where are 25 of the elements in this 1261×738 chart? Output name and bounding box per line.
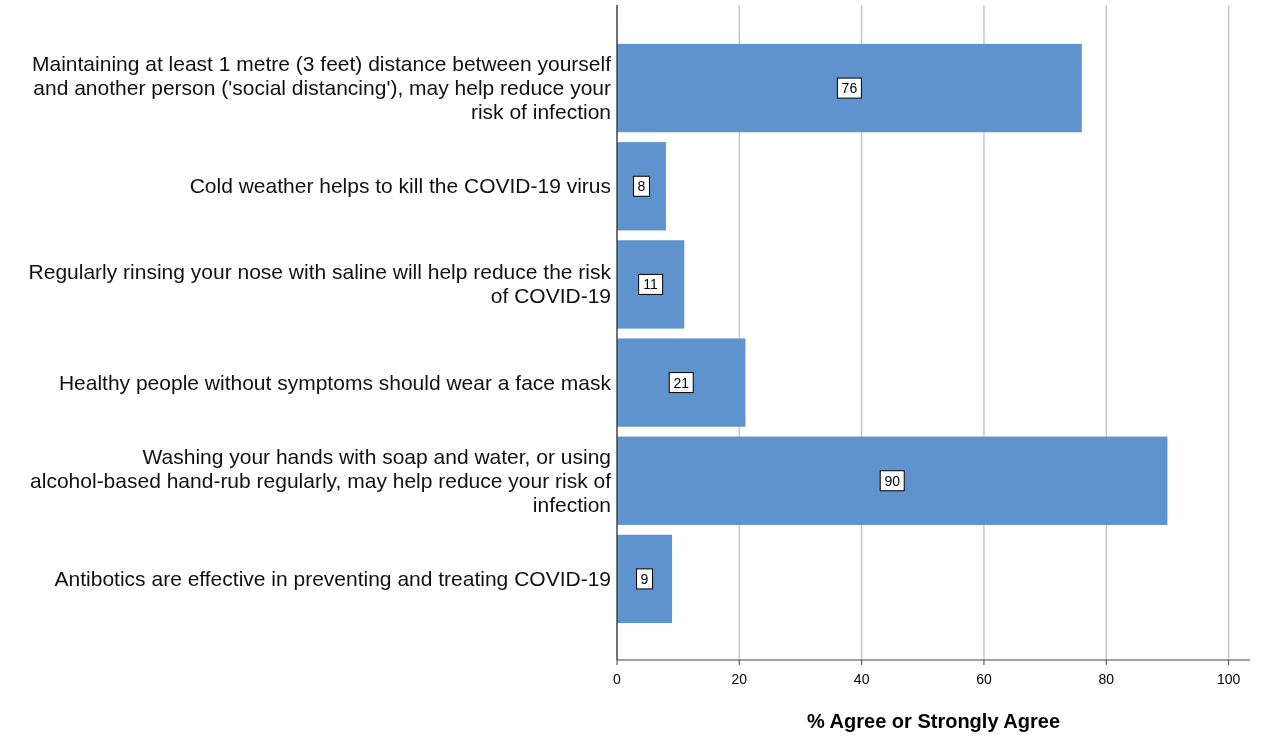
data-label: 11	[643, 276, 659, 293]
y-tick-label: Antibotics are effective in preventing and treating COVID-19	[54, 566, 611, 590]
bar	[617, 534, 673, 624]
bar	[617, 436, 1168, 525]
bar	[617, 43, 1082, 133]
data-label: 21	[673, 374, 690, 391]
bar	[617, 142, 666, 231]
y-tick-label: Cold weather helps to kill the COVID-19 virus	[189, 174, 611, 198]
y-tick-label: Maintaining at least 1 metre (3 feet) distance between yourself and another person ('social distancing'), may help reduce your risk of infection	[32, 52, 612, 124]
x-tick-label: 80	[1098, 671, 1115, 687]
y-tick-label: Regularly rinsing your nose with saline will help reduce the risk of COVID-19	[28, 260, 612, 308]
bar	[617, 240, 685, 329]
y-tick-label: Washing your hands with soap and water, or using alcohol-based hand-rub regularly, may help reduce your risk of infection	[30, 444, 612, 516]
x-tick-label: 100	[1216, 671, 1241, 687]
data-label: 8	[637, 178, 646, 195]
bar	[617, 338, 746, 427]
x-tick-label: 0	[613, 671, 622, 687]
x-axis-title: % Agree or Strongly Agree	[806, 710, 1061, 732]
x-tick-label: 20	[731, 671, 748, 687]
data-label: 9	[640, 570, 649, 587]
y-tick-label: Healthy people without symptoms should wear a face mask	[58, 370, 612, 394]
data-label: 90	[884, 472, 901, 489]
x-tick-label: 40	[853, 671, 870, 687]
x-tick-label: 60	[976, 671, 992, 687]
data-label: 76	[841, 80, 858, 97]
